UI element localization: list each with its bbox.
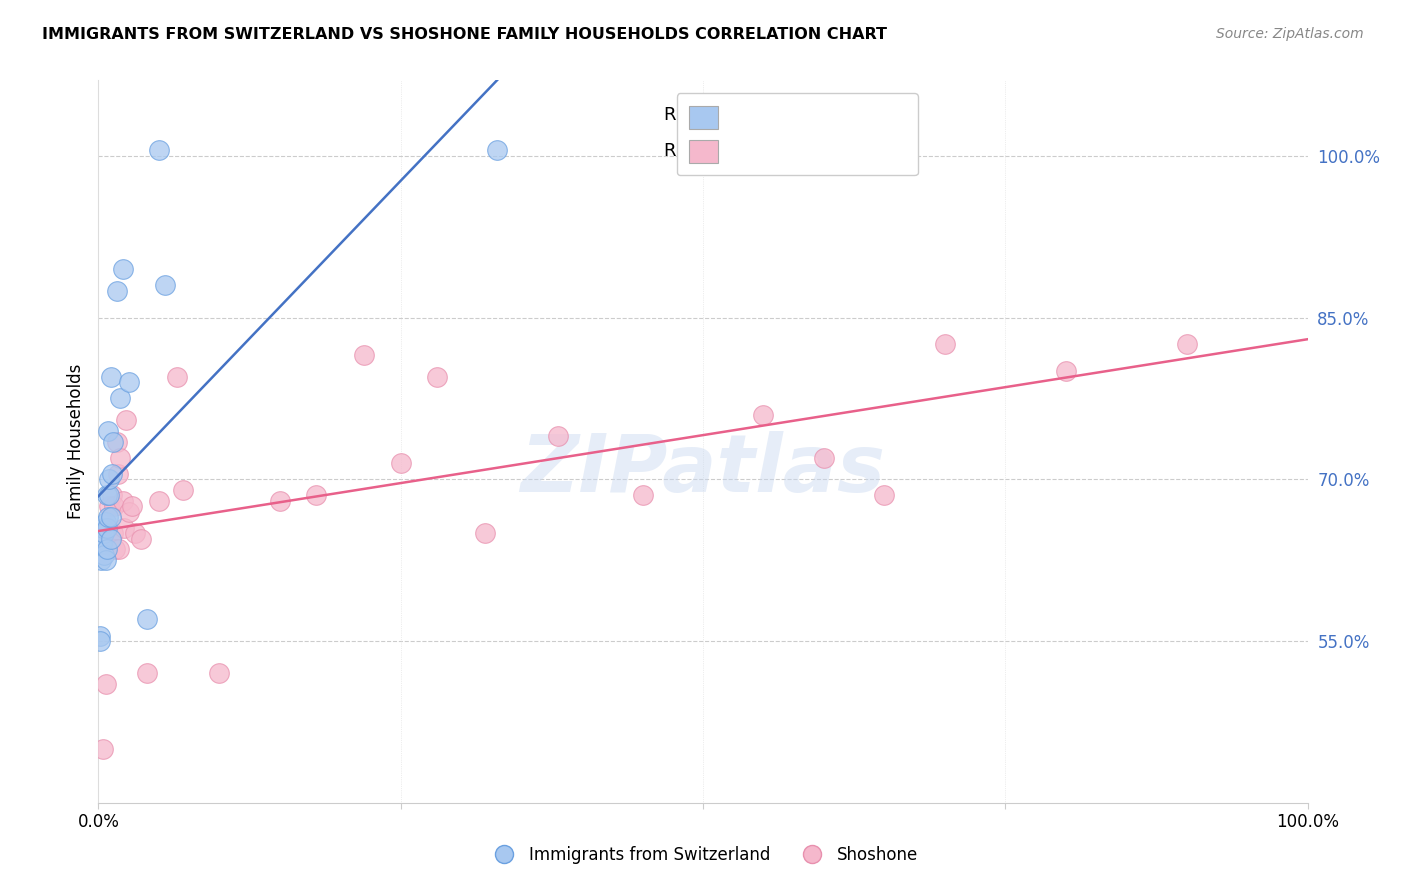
Point	[108, 392, 131, 406]
Point	[98, 500, 121, 514]
Point	[89, 634, 111, 648]
Point	[118, 505, 141, 519]
Point	[91, 537, 114, 551]
Point	[208, 666, 231, 681]
Point	[100, 467, 122, 481]
Point	[148, 144, 170, 158]
Point	[153, 278, 176, 293]
Point	[873, 488, 896, 502]
Point	[100, 532, 122, 546]
Point	[98, 472, 121, 486]
Point	[96, 521, 118, 535]
Point	[100, 532, 122, 546]
Point	[474, 526, 496, 541]
Y-axis label: Family Households: Family Households	[66, 364, 84, 519]
Point	[1175, 337, 1198, 351]
Point	[1054, 364, 1077, 378]
Point	[97, 510, 120, 524]
Point	[93, 548, 115, 562]
Text: N =: N =	[783, 106, 834, 124]
Text: ZIPatlas: ZIPatlas	[520, 432, 886, 509]
Point	[105, 284, 128, 298]
Point	[103, 500, 125, 514]
Point	[813, 450, 835, 465]
Text: 39: 39	[839, 142, 865, 161]
Point	[166, 369, 188, 384]
Point	[486, 144, 509, 158]
Point	[90, 553, 112, 567]
Text: 30: 30	[839, 106, 865, 124]
Point	[172, 483, 194, 497]
Text: Source: ZipAtlas.com: Source: ZipAtlas.com	[1216, 27, 1364, 41]
Point	[100, 510, 122, 524]
Point	[111, 493, 134, 508]
Point	[104, 542, 127, 557]
Point	[96, 488, 118, 502]
Point	[108, 450, 131, 465]
Point	[111, 262, 134, 277]
Text: IMMIGRANTS FROM SWITZERLAND VS SHOSHONE FAMILY HOUSEHOLDS CORRELATION CHART: IMMIGRANTS FROM SWITZERLAND VS SHOSHONE …	[42, 27, 887, 42]
Point	[426, 369, 449, 384]
Point	[100, 488, 122, 502]
Text: R =: R =	[664, 142, 703, 161]
Point	[100, 369, 122, 384]
Point	[129, 532, 152, 546]
Point	[97, 521, 120, 535]
Point	[94, 516, 117, 530]
Point	[98, 488, 121, 502]
Point	[97, 424, 120, 438]
Point	[135, 612, 157, 626]
Point	[121, 500, 143, 514]
Text: 0.361: 0.361	[723, 106, 773, 124]
Point	[934, 337, 956, 351]
Point	[269, 493, 291, 508]
Text: N =: N =	[783, 142, 834, 161]
Point	[93, 526, 115, 541]
Point	[89, 629, 111, 643]
Point	[105, 434, 128, 449]
Point	[353, 348, 375, 362]
Point	[118, 376, 141, 390]
Point	[115, 413, 138, 427]
Legend:                               ,                               : ,	[676, 93, 918, 176]
Point	[148, 493, 170, 508]
Point	[101, 434, 124, 449]
Point	[107, 467, 129, 481]
Point	[90, 532, 112, 546]
Point	[108, 542, 131, 557]
Point	[305, 488, 328, 502]
Point	[124, 526, 146, 541]
Point	[752, 408, 775, 422]
Point	[94, 677, 117, 691]
Point	[91, 521, 114, 535]
Point	[389, 456, 412, 470]
Point	[91, 742, 114, 756]
Point	[101, 526, 124, 541]
Point	[112, 521, 135, 535]
Text: 0.277: 0.277	[723, 142, 773, 161]
Legend: Immigrants from Switzerland, Shoshone: Immigrants from Switzerland, Shoshone	[481, 839, 925, 871]
Point	[94, 553, 117, 567]
Point	[631, 488, 654, 502]
Point	[547, 429, 569, 443]
Text: R =: R =	[664, 106, 703, 124]
Point	[96, 542, 118, 557]
Point	[135, 666, 157, 681]
